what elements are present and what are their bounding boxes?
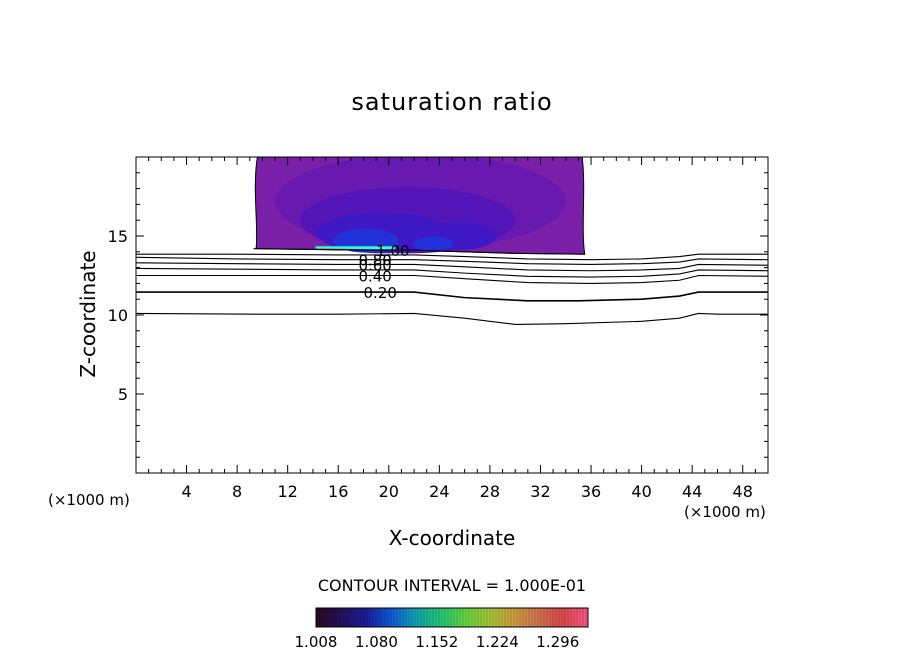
x-tick-label: 4	[181, 482, 191, 501]
y-tick-label: 5	[118, 385, 128, 404]
supersaturated-region	[254, 157, 586, 255]
contour-label-0.80: 0.80	[358, 252, 391, 270]
contour-interval-label: CONTOUR INTERVAL = 1.000E-01	[317, 576, 587, 595]
x-tick-label: 24	[429, 482, 449, 501]
x-tick-label: 44	[682, 482, 702, 501]
colorbar-tick-label: 1.224	[476, 633, 519, 651]
sat-fill-level-max	[315, 246, 396, 250]
x-axis-label: X-coordinate	[388, 526, 516, 550]
contour-line-2	[136, 274, 768, 284]
x-tick-label: 40	[631, 482, 651, 501]
y-axis-label: Z-coordinate	[76, 250, 100, 378]
colorbar-tick-label: 1.152	[415, 633, 458, 651]
x-tick-label: 32	[530, 482, 550, 501]
contour-label-0.40: 0.40	[358, 268, 391, 286]
x-unit-label-left: (×1000 m)	[48, 491, 130, 509]
x-unit-label-right: (×1000 m)	[684, 503, 766, 521]
contour-line-4	[136, 262, 768, 272]
contour-label-1.00: 1.00	[376, 242, 409, 260]
sat-fill-level-5b	[412, 236, 454, 252]
y-tick-label: 10	[108, 306, 128, 325]
contour-line-6	[136, 253, 768, 261]
colorbar-tick-label: 1.080	[355, 633, 398, 651]
contour-line-5	[136, 256, 768, 265]
y-tick-label: 15	[108, 227, 128, 246]
colorbar: 1.008 1.080 1.152 1.224 1.296	[295, 607, 589, 651]
contour-line-1	[136, 312, 768, 326]
contour-line-3	[136, 267, 768, 278]
x-tick-label: 12	[278, 482, 298, 501]
contour-lines: 0.200.400.600.801.00	[136, 242, 768, 326]
x-tick-label: 28	[480, 482, 500, 501]
colorbar-gradient	[315, 607, 589, 628]
x-tick-label: 20	[379, 482, 399, 501]
x-tick-label: 48	[733, 482, 753, 501]
contour-label-0.60: 0.60	[358, 256, 391, 274]
contour-line-7	[253, 248, 585, 255]
x-tick-label: 8	[232, 482, 242, 501]
contour-label-0.20: 0.20	[364, 284, 397, 302]
colorbar-tick-label: 1.296	[536, 633, 579, 651]
x-tick-label: 36	[581, 482, 601, 501]
chart-title: saturation ratio	[351, 88, 553, 116]
colorbar-tick-label: 1.008	[295, 633, 338, 651]
x-tick-label: 16	[328, 482, 348, 501]
contour-line-0	[136, 291, 768, 302]
